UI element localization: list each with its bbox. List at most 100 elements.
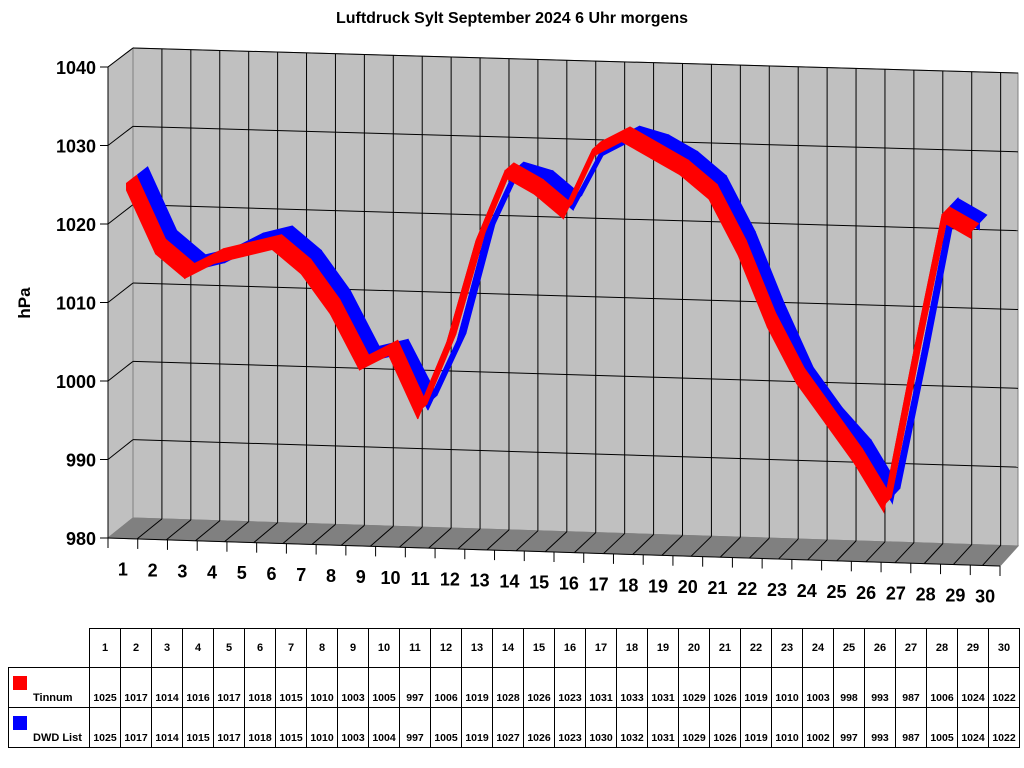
data-table-cell: 1032 xyxy=(616,707,648,748)
chart-series xyxy=(125,125,988,514)
data-table-header-cell: 19 xyxy=(647,628,679,668)
x-tick-label: 25 xyxy=(826,582,846,602)
data-table-cell: 1026 xyxy=(709,667,741,708)
data-table-cell: 987 xyxy=(895,667,927,708)
chart-title: Luftdruck Sylt September 2024 6 Uhr morg… xyxy=(335,10,689,27)
data-table-cell: 1017 xyxy=(120,667,152,708)
data-table-cell: 1010 xyxy=(306,707,338,748)
data-table-cell: 1014 xyxy=(151,707,183,748)
x-tick-label: 2 xyxy=(148,560,158,580)
data-table-header-cell: 3 xyxy=(151,628,183,668)
data-table-cell: 1026 xyxy=(709,707,741,748)
data-table-cell: 1003 xyxy=(802,667,834,708)
data-table-cell: 1010 xyxy=(306,667,338,708)
x-tick-label: 26 xyxy=(856,583,876,603)
data-table-cell: 1026 xyxy=(523,667,555,708)
x-axis: 1 2 3 4 5 6 7 8 9 10 11 12 13 14 15 16 17 18 19 20 21 22 23 24 2… xyxy=(107,537,1001,607)
data-table-cell: 987 xyxy=(895,707,927,748)
data-table-cell: 1018 xyxy=(244,667,276,708)
x-tick-label: 3 xyxy=(177,561,187,581)
y-tick-label: 980 xyxy=(66,529,96,549)
x-tick-label: 1 xyxy=(118,559,128,579)
data-table-cell: 1024 xyxy=(957,667,989,708)
data-table-cell: 1024 xyxy=(957,707,989,748)
data-table-header-cell: 29 xyxy=(957,628,989,668)
data-table-header-row: 1 2 3 4 5 6 7 8 9 10 11 12 13 14 15 16 17 18 19 20 21 22 23 24 2… xyxy=(9,628,1020,668)
data-table-cell: 1033 xyxy=(616,667,648,708)
data-table-cell: 1004 xyxy=(368,707,400,748)
data-table-cell: 1017 xyxy=(120,707,152,748)
x-tick-label: 21 xyxy=(708,578,728,598)
data-table-header-cell: 13 xyxy=(461,628,493,668)
x-tick-label: 11 xyxy=(411,569,430,589)
data-table-cell: 1015 xyxy=(275,667,307,708)
data-table-cell: 993 xyxy=(864,707,896,748)
data-table-cell: 1023 xyxy=(554,667,586,708)
y-tick-label: 1000 xyxy=(56,372,96,392)
y-axis: 980 990 1000 1010 1020 1030 1040 xyxy=(56,58,109,549)
data-table-cell: 1029 xyxy=(678,667,710,708)
data-table-header-cell: 1 xyxy=(89,628,121,668)
data-table-header-cell: 23 xyxy=(771,628,803,668)
data-table-cell: 1025 xyxy=(89,707,121,748)
y-tick-label: 1020 xyxy=(56,215,96,235)
x-tick-label: 15 xyxy=(529,573,549,593)
data-table-header-cell: 12 xyxy=(430,628,462,668)
data-table-header-cell: 5 xyxy=(213,628,245,668)
x-tick-label: 12 xyxy=(440,570,460,590)
data-table-cell: 1019 xyxy=(740,667,772,708)
data-table-cell: 1006 xyxy=(926,667,958,708)
data-table-header-cell: 20 xyxy=(678,628,710,668)
data-table-header-cell: 28 xyxy=(926,628,958,668)
data-table-cell: 993 xyxy=(864,667,896,708)
data-table-cell: 1019 xyxy=(740,707,772,748)
data-table-row-dwd-list: DWD List 1025 1017 1014 1015 1017 1018 1015 101… xyxy=(8,707,1020,748)
data-table-header-cell: 7 xyxy=(275,628,307,668)
data-table-cell: 1003 xyxy=(337,667,369,708)
data-table-cell: 1031 xyxy=(585,667,617,708)
data-table-cell: 1031 xyxy=(647,667,679,708)
data-table-cell: 1022 xyxy=(988,667,1020,708)
x-tick-label: 8 xyxy=(326,566,336,586)
data-table-header-cell: 30 xyxy=(988,628,1020,668)
chart-gridlines xyxy=(107,47,1019,566)
data-table-cell: 998 xyxy=(833,667,865,708)
x-tick-label: 16 xyxy=(559,573,579,593)
data-table-header-cell: 14 xyxy=(492,628,524,668)
data-table-cell: 1028 xyxy=(492,667,524,708)
data-table-cell: 997 xyxy=(399,707,431,748)
data-table-cell: 1017 xyxy=(213,707,245,748)
data-table-header-cell: 17 xyxy=(585,628,617,668)
data-table-header-cell: 9 xyxy=(337,628,369,668)
y-tick-label: 1030 xyxy=(56,137,96,157)
data-table-header-cell: 22 xyxy=(740,628,772,668)
x-tick-label: 19 xyxy=(648,576,668,596)
x-tick-label: 20 xyxy=(678,577,698,597)
x-tick-label: 4 xyxy=(207,562,217,582)
y-tick-label: 990 xyxy=(66,451,96,471)
data-table-cell: 1016 xyxy=(182,667,214,708)
data-table-header-cell: 11 xyxy=(399,628,431,668)
data-table: 1 2 3 4 5 6 7 8 9 10 11 12 13 14 15 16 17 18 19 20 21 22 23 24 2… xyxy=(8,628,1020,748)
data-table-header-cell: 27 xyxy=(895,628,927,668)
data-table-cell: 1006 xyxy=(430,667,462,708)
x-tick-label: 6 xyxy=(267,564,277,584)
x-tick-label: 7 xyxy=(296,565,306,585)
x-tick-label: 22 xyxy=(737,579,757,599)
legend-entry-tinnum: Tinnum xyxy=(8,667,90,708)
data-table-cell: 1023 xyxy=(554,707,586,748)
x-tick-label: 24 xyxy=(797,581,817,601)
x-tick-label: 27 xyxy=(886,584,906,604)
data-table-cell: 1003 xyxy=(337,707,369,748)
data-table-header-cell: 6 xyxy=(244,628,276,668)
data-table-cell: 1027 xyxy=(492,707,524,748)
x-tick-label: 14 xyxy=(499,572,519,592)
data-table-cell: 1019 xyxy=(461,667,493,708)
data-table-cell: 1022 xyxy=(988,707,1020,748)
x-tick-label: 29 xyxy=(945,586,965,606)
x-tick-label: 23 xyxy=(767,580,787,600)
data-table-header-cell: 8 xyxy=(306,628,338,668)
data-table-row-tinnum: Tinnum 1025 1017 1014 1016 1017 1018 1015 1010 1… xyxy=(8,667,1020,708)
data-table-cell: 1029 xyxy=(678,707,710,748)
